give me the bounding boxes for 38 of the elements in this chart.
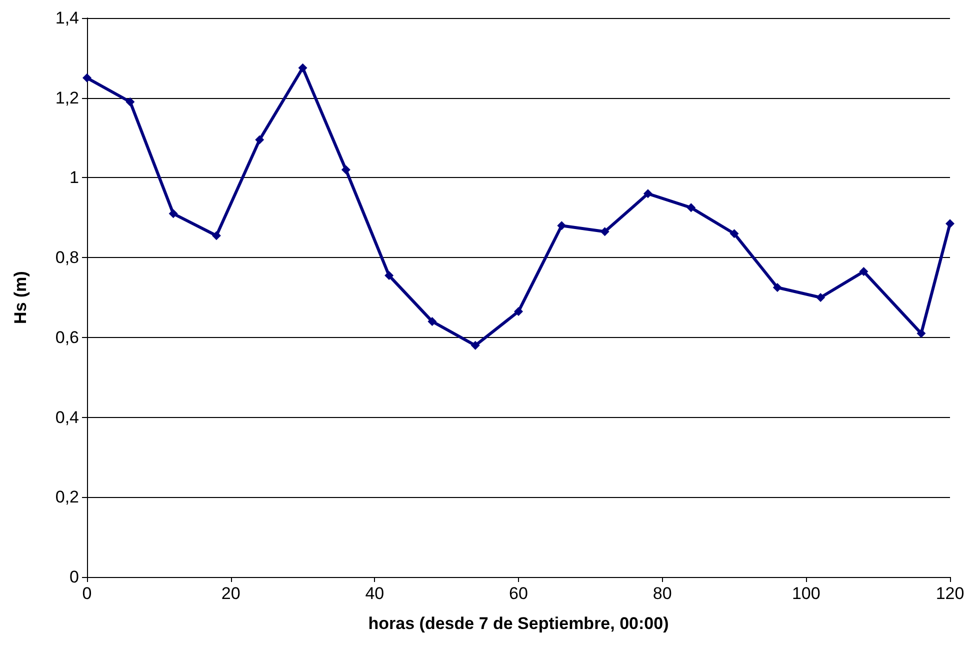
- x-tick-label: 0: [82, 584, 92, 603]
- point: [916, 328, 926, 338]
- point: [557, 221, 566, 230]
- point: [126, 97, 135, 106]
- y-tick-label: 0: [70, 568, 79, 586]
- point: [470, 340, 480, 350]
- point: [168, 209, 178, 218]
- point: [643, 189, 652, 198]
- y-tick-label: 0,8: [55, 248, 79, 268]
- point: [514, 306, 523, 316]
- point: [82, 73, 92, 82]
- y-axis-title: Hs (m): [11, 271, 30, 324]
- point: [298, 63, 308, 72]
- y-tick-label: 0,4: [55, 408, 79, 427]
- point: [255, 135, 264, 144]
- point: [772, 283, 782, 292]
- y-tick-label: 1: [70, 168, 79, 188]
- point: [946, 219, 954, 228]
- point: [686, 203, 696, 212]
- point: [384, 271, 394, 280]
- x-tick-label: 40: [365, 584, 384, 603]
- point: [730, 229, 739, 238]
- x-axis-title: horas (desde 7 de Septiembre, 00:00): [368, 614, 669, 633]
- x-tick-label: 20: [221, 584, 240, 603]
- y-tick-label: 1,2: [55, 88, 79, 108]
- y-tick-label: 0,6: [55, 328, 79, 347]
- point: [428, 316, 437, 326]
- point: [212, 231, 221, 240]
- point: [600, 227, 610, 236]
- x-tick-label: 60: [509, 584, 528, 603]
- point: [341, 165, 350, 174]
- x-tick-label: 80: [652, 584, 672, 603]
- point: [816, 293, 826, 302]
- point: [859, 267, 868, 276]
- x-tick-label: 100: [792, 584, 820, 603]
- y-tick-label: 0,2: [55, 488, 79, 507]
- x-tick-label: 120: [936, 584, 964, 603]
- y-tick-label: 1,4: [55, 8, 79, 28]
